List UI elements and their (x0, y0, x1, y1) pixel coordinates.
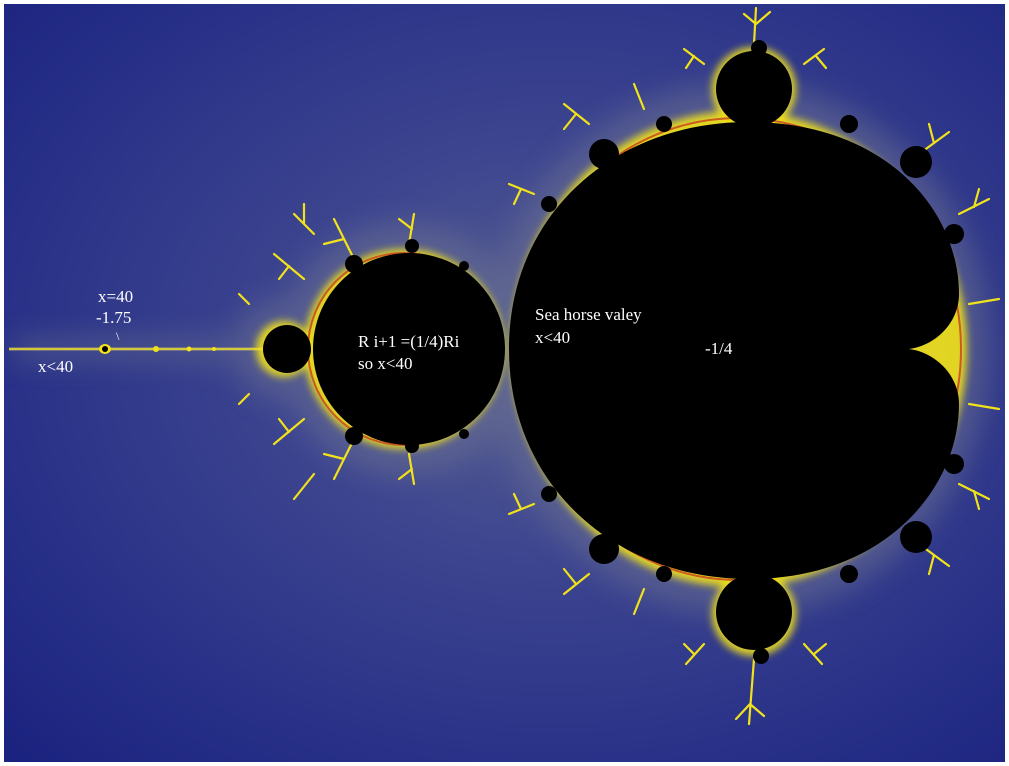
needle-axis-left-label: x<40 (38, 357, 74, 376)
needle-coordinate-label: -1.75 (96, 308, 132, 327)
mandelbrot-set-image (4, 4, 1005, 762)
needle-top-value-label: x=40 (98, 287, 134, 306)
seahorse-valley-label: Sea horse valey (535, 305, 642, 324)
bulb-conclusion-label: so x<40 (358, 354, 413, 373)
set-interior (263, 40, 964, 664)
needle-filament (9, 344, 264, 354)
seahorse-value-label: x<40 (535, 328, 571, 347)
cusp-coordinate-label: -1/4 (705, 339, 733, 358)
bulb-relation-label: R i+1 =(1/4)Ri (358, 332, 460, 351)
needle-tick-mark: \ (116, 329, 120, 343)
